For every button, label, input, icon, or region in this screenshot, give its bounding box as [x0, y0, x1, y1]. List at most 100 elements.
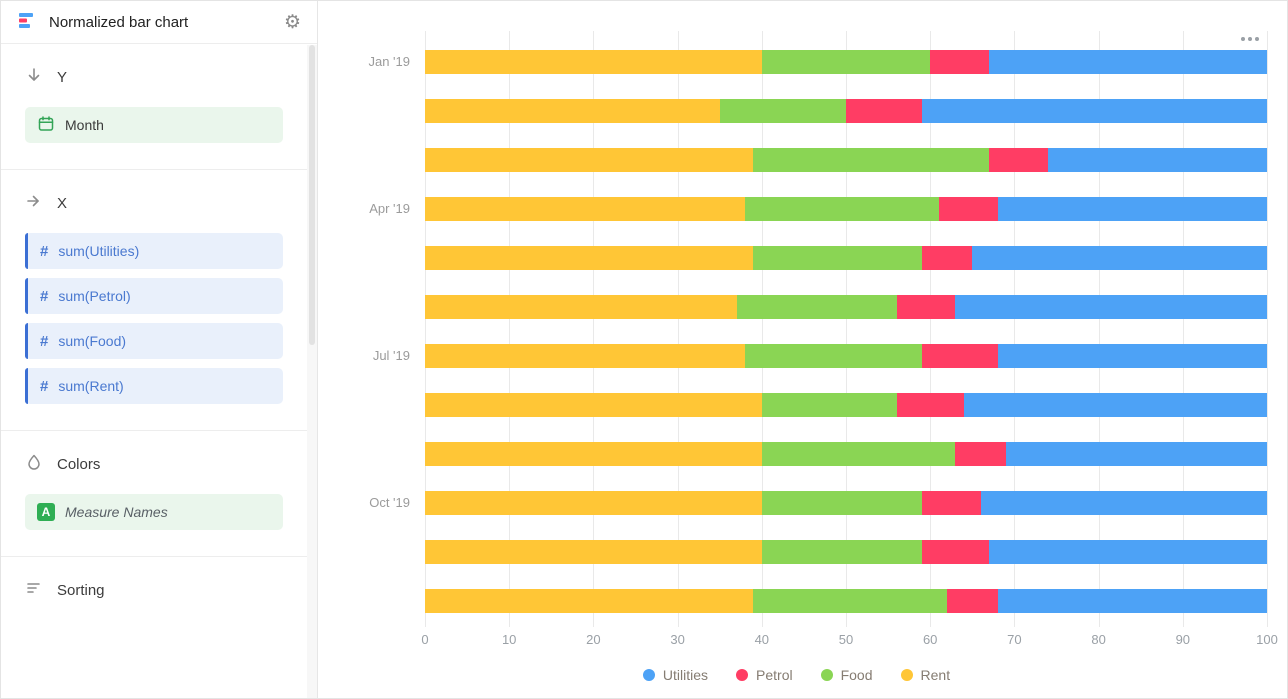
bar-segment-petrol[interactable]	[921, 490, 981, 515]
section-y-label: Y	[57, 69, 68, 86]
bar-segment-rent[interactable]	[425, 196, 745, 221]
bar-segment-food[interactable]	[761, 490, 922, 515]
legend-item-utilities[interactable]: Utilities	[642, 667, 709, 683]
bar-row: Jul '19	[326, 331, 1267, 380]
bar-segment-utilities[interactable]	[980, 490, 1267, 515]
bar-segment-food[interactable]	[753, 588, 948, 613]
bar-segment-petrol[interactable]	[930, 49, 990, 74]
field-sum-food-[interactable]: # sum(Food)	[25, 323, 283, 359]
bar-row	[326, 576, 1267, 625]
dye-drop-icon	[25, 453, 43, 476]
x-axis: 0 10 20 30 40 50 60 70 80 90 100	[421, 625, 1277, 651]
gridline	[846, 31, 847, 627]
bar-chart-type-icon[interactable]	[17, 10, 37, 35]
y-axis-label: Jan '19	[368, 54, 410, 69]
field-month[interactable]: Month	[25, 107, 283, 143]
bar-segment-food[interactable]	[744, 343, 922, 368]
bar-segment-rent[interactable]	[425, 441, 762, 466]
gridline	[1098, 31, 1100, 627]
gridline	[1182, 31, 1184, 627]
bar-segment-utilities[interactable]	[989, 49, 1267, 74]
bar-row	[326, 135, 1267, 184]
bar-segment-utilities[interactable]	[997, 343, 1267, 368]
number-icon: #	[40, 377, 49, 395]
bar-segment-food[interactable]	[761, 539, 922, 564]
field-sum-petrol-[interactable]: # sum(Petrol)	[25, 278, 283, 314]
x-tick-label: 60	[922, 632, 938, 647]
bar-segment-rent[interactable]	[425, 490, 762, 515]
number-icon: #	[40, 332, 49, 350]
bar-segment-rent[interactable]	[425, 539, 762, 564]
bar-segment-petrol[interactable]	[845, 98, 922, 123]
legend-label: Food	[840, 667, 873, 683]
field-label: sum(Rent)	[58, 378, 124, 394]
bar-segment-rent[interactable]	[425, 392, 762, 417]
bar-segment-utilities[interactable]	[1005, 441, 1267, 466]
gear-icon[interactable]: ⚙	[283, 11, 301, 33]
divider	[1, 430, 317, 431]
field-sum-rent-[interactable]: # sum(Rent)	[25, 368, 283, 404]
bar-segment-utilities[interactable]	[955, 294, 1267, 319]
bar-segment-food[interactable]	[761, 49, 931, 74]
bar-segment-rent[interactable]	[425, 98, 720, 123]
bar-segment-utilities[interactable]	[1048, 147, 1267, 172]
bar-segment-utilities[interactable]	[972, 245, 1267, 270]
bar-segment-utilities[interactable]	[997, 588, 1267, 613]
bar-segment-food[interactable]	[744, 196, 939, 221]
bar-segment-rent[interactable]	[425, 49, 762, 74]
field-label: sum(Food)	[58, 333, 127, 349]
bar-segment-food[interactable]	[753, 245, 922, 270]
y-axis-label: Apr '19	[369, 201, 410, 216]
bar-segment-rent[interactable]	[425, 588, 754, 613]
bar-segment-petrol[interactable]	[938, 196, 998, 221]
bar-row	[326, 429, 1267, 478]
gridline	[425, 31, 426, 627]
bar-segment-rent[interactable]	[425, 147, 754, 172]
bar-segment-petrol[interactable]	[896, 294, 956, 319]
bar-segment-utilities[interactable]	[997, 196, 1267, 221]
x-tick-label: 70	[1007, 632, 1022, 647]
bar-segment-utilities[interactable]	[989, 539, 1267, 564]
x-field-list: # sum(Utilities) # sum(Petrol) # sum(Food) # su…	[1, 233, 317, 404]
stacked-bar	[425, 588, 1267, 613]
field-label: sum(Utilities)	[58, 243, 140, 259]
bar-segment-food[interactable]	[761, 441, 956, 466]
bar-segment-petrol[interactable]	[921, 343, 998, 368]
bar-segment-utilities[interactable]	[963, 392, 1267, 417]
field-sum-utilities-[interactable]: # sum(Utilities)	[25, 233, 283, 269]
legend-item-food[interactable]: Food	[820, 667, 873, 683]
sidebar-scrollbar[interactable]	[307, 45, 317, 698]
more-menu-icon[interactable]	[1237, 33, 1263, 45]
number-icon: #	[40, 242, 49, 260]
gridline	[509, 31, 511, 627]
bar-segment-petrol[interactable]	[921, 245, 973, 270]
bar-segment-petrol[interactable]	[989, 147, 1049, 172]
legend-item-petrol[interactable]: Petrol	[736, 667, 793, 683]
bar-segment-rent[interactable]	[425, 343, 745, 368]
bar-segment-petrol[interactable]	[921, 539, 990, 564]
legend-item-rent[interactable]: Rent	[900, 667, 950, 683]
stacked-bar	[425, 539, 1267, 564]
sorting-icon	[25, 579, 43, 602]
bar-segment-utilities[interactable]	[921, 98, 1267, 123]
bar-segment-petrol[interactable]	[896, 392, 964, 417]
bar-segment-food[interactable]	[736, 294, 897, 319]
gridline	[677, 31, 679, 627]
legend: Utilities Petrol Food Rent	[326, 667, 1267, 683]
bar-segment-food[interactable]	[719, 98, 846, 123]
field-measure-names[interactable]: A Measure Names	[25, 494, 283, 530]
x-tick-label: 90	[1175, 632, 1191, 647]
bar-segment-rent[interactable]	[425, 294, 737, 319]
bar-segment-food[interactable]	[761, 392, 897, 417]
stacked-bar	[425, 490, 1267, 515]
x-tick-label: 20	[586, 632, 601, 647]
bar-segment-rent[interactable]	[425, 245, 754, 270]
legend-label: Utilities	[662, 667, 709, 683]
bar-segment-petrol[interactable]	[955, 441, 1006, 466]
scrollbar-thumb[interactable]	[309, 45, 315, 345]
x-tick-label: 30	[670, 632, 685, 647]
bar-segment-food[interactable]	[753, 147, 990, 172]
field-label: Measure Names	[65, 504, 168, 520]
bar-segment-petrol[interactable]	[947, 588, 998, 613]
section-sorting: Sorting	[25, 579, 317, 602]
